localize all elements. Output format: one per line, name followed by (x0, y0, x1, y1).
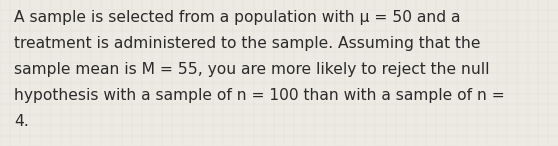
Text: treatment is administered to the sample. Assuming that the: treatment is administered to the sample.… (14, 36, 480, 51)
Text: hypothesis with a sample of n = 100 than with a sample of n =: hypothesis with a sample of n = 100 than… (14, 88, 504, 103)
Text: A sample is selected from a population with μ = 50 and a: A sample is selected from a population w… (14, 10, 460, 25)
Text: sample mean is M = 55, you are more likely to reject the null: sample mean is M = 55, you are more like… (14, 62, 489, 77)
Text: 4.: 4. (14, 114, 28, 129)
